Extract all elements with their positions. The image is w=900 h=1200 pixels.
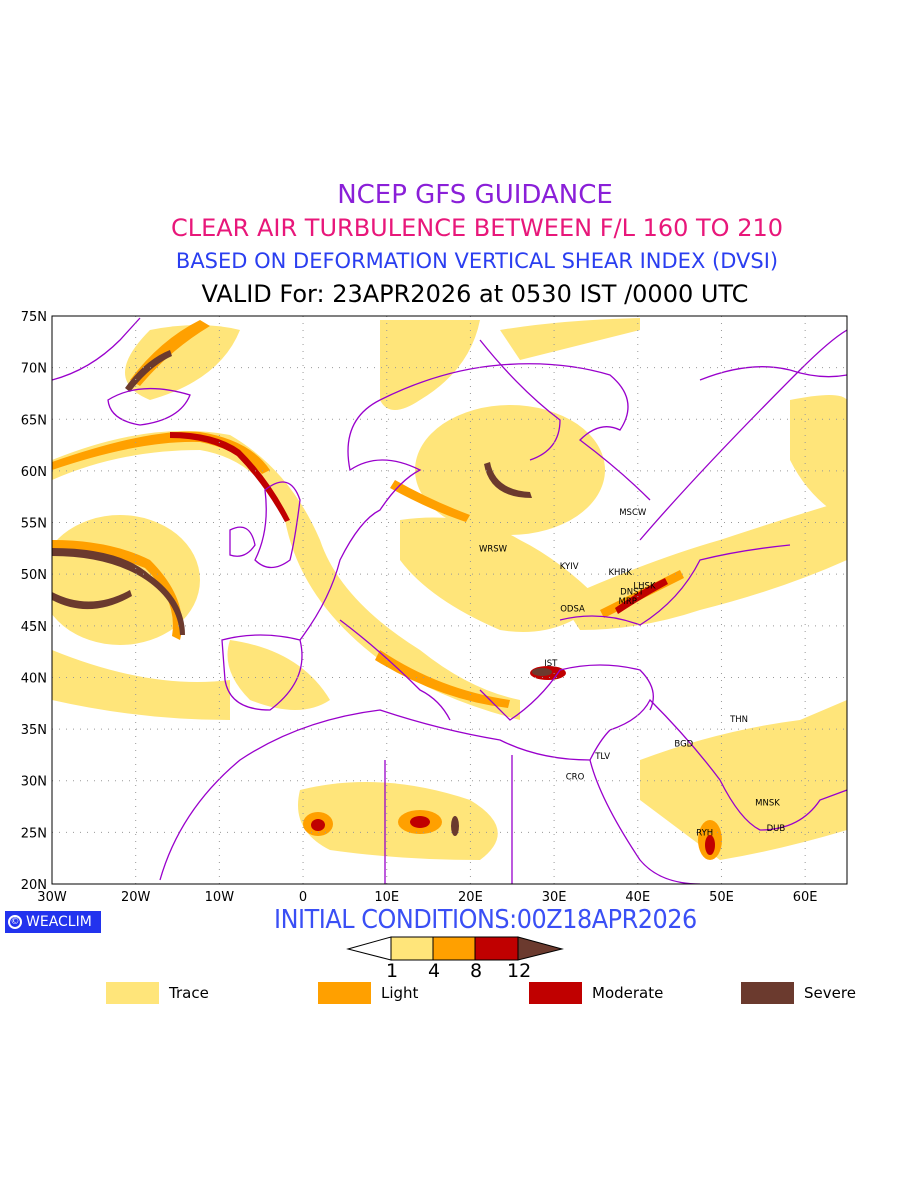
legend-swatch [318,982,371,1004]
colorbar-level: 1 [386,960,399,982]
city-label-tlv: TLV [594,752,610,762]
colorbar-moderate [474,936,519,961]
map-frame [51,315,848,885]
city-label-ryh: RYH [696,828,713,838]
axis-ticks: 20N 25N 30N 35N 40N 45N 50N 55N 60N 65N 70N 75N 30W 2… [21,310,818,905]
lon-tick-label: 60E [793,890,818,905]
colorbar [346,936,564,961]
lon-tick-label: 40E [625,890,650,905]
legend-swatch [529,982,582,1004]
lon-tick-label: 10E [374,890,399,905]
copyright-icon: © [8,915,22,929]
lat-tick-label: 35N [21,723,47,738]
legend-label: Trace [169,984,209,1002]
lat-tick-label: 45N [21,620,47,635]
legend-swatch [106,982,159,1004]
colorbar-trace [390,936,434,961]
lon-tick-label: 0 [299,890,307,905]
city-label-mrp: MRP [619,597,637,607]
lat-tick-label: 20N [21,878,47,893]
legend-severe: Severe [741,982,856,1004]
lon-tick-label: 30E [542,890,567,905]
logo-text: WEACLIM [26,914,92,930]
lat-tick-label: 40N [21,671,47,686]
title-model: NCEP GFS GUIDANCE [337,180,613,210]
lat-tick-label: 25N [21,826,47,841]
legend-trace: Trace [106,982,209,1004]
lon-tick-label: 50E [709,890,734,905]
city-label-bgd: BGD [674,740,693,750]
lat-tick-label: 50N [21,568,47,583]
coastlines [52,317,847,884]
city-label-mscw: MSCW [619,508,647,518]
lon-tick-label: 30W [37,890,67,905]
lon-tick-label: 20W [121,890,151,905]
colorbar-level: 4 [428,960,441,982]
legend-light: Light [318,982,418,1004]
lon-tick-label: 20E [458,890,483,905]
title-valid-time: VALID For: 23APR2026 at 0530 IST /0000 U… [201,280,749,308]
colorbar-under-arrow [346,936,392,961]
legend-label: Severe [804,984,856,1002]
legend-moderate: Moderate [529,982,663,1004]
city-label-mnsk: MNSK [755,798,780,808]
lat-tick-label: 55N [21,517,47,532]
title-product: CLEAR AIR TURBULENCE BETWEEN F/L 160 TO … [170,214,784,242]
city-label-thn: THN [729,715,748,725]
weaclim-logo: © WEACLIM [5,911,101,933]
city-label-khrk: KHRK [608,568,632,578]
lat-tick-label: 70N [21,362,47,377]
lat-tick-label: 75N [21,310,47,325]
colorbar-level: 8 [470,960,483,982]
legend-swatch [741,982,794,1004]
legend-label: Light [381,984,419,1002]
city-label-dnst: DNST [620,588,644,598]
legend-label: Moderate [592,984,664,1002]
city-label-ist: IST [544,659,558,669]
colorbar-severe-arrow [517,936,564,961]
lat-tick-label: 30N [21,775,47,790]
lat-tick-label: 65N [21,413,47,428]
city-label-dub: DUB [767,824,786,834]
city-label-wrsw: WRSW [479,544,508,554]
city-label-kyiv: KYIV [560,562,579,572]
colorbar-level: 12 [507,960,532,982]
colorbar-light [432,936,476,961]
city-label-odsa: ODSA [560,604,585,614]
city-label-cro: CRO [566,773,585,783]
lon-tick-label: 10W [205,890,235,905]
initial-conditions: INITIAL CONDITIONS:00Z18APR2026 [274,905,697,935]
title-method: BASED ON DEFORMATION VERTICAL SHEAR INDE… [175,249,779,273]
lat-tick-label: 60N [21,465,47,480]
city-label-lhsk: LHSK [633,582,656,592]
